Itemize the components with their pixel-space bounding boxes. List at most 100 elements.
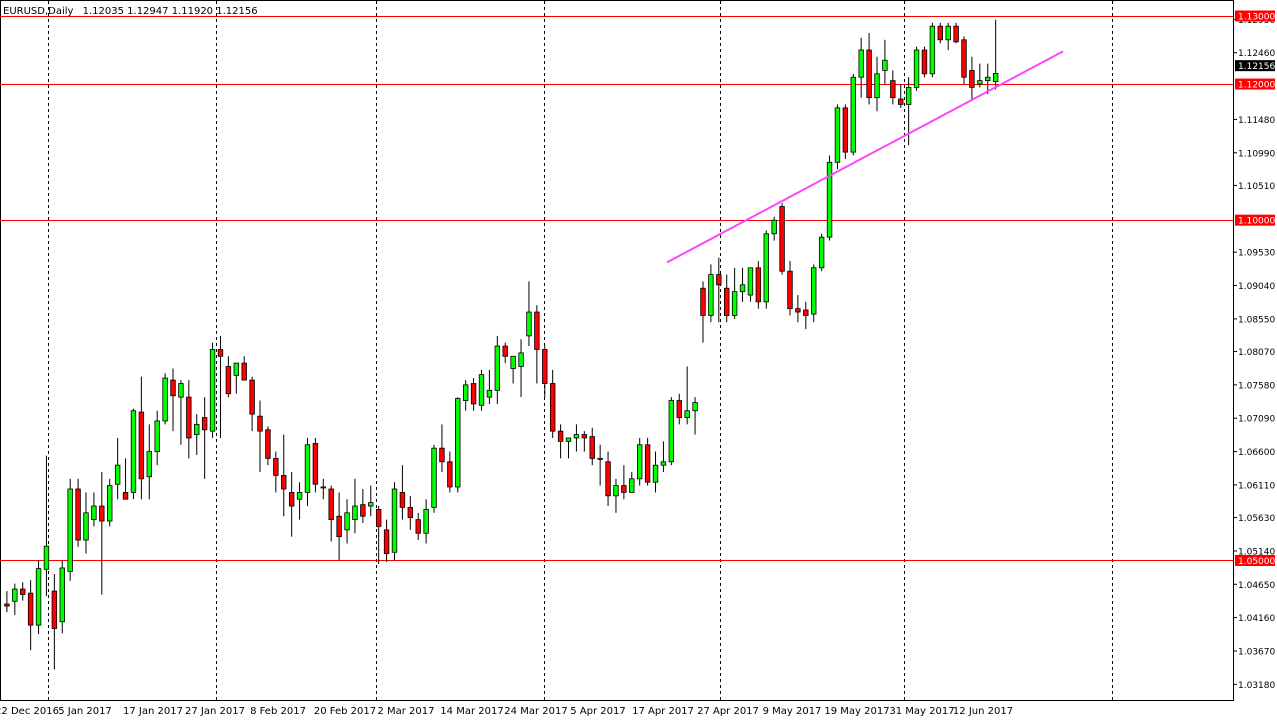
- candle: [739, 267, 746, 302]
- candle-body: [312, 443, 319, 485]
- candle-body: [581, 434, 588, 439]
- candle-body: [961, 39, 967, 78]
- candle: [913, 46, 920, 91]
- candle: [281, 434, 287, 517]
- candle: [51, 574, 58, 670]
- candle-body: [439, 447, 445, 463]
- level-price-label: 1.10000: [1238, 217, 1275, 227]
- time-label: 19 May 2017: [824, 706, 889, 717]
- candle-body: [59, 567, 65, 623]
- price-label: 1.10510: [1238, 182, 1275, 192]
- candle: [700, 281, 706, 343]
- time-label: 24 Mar 2017: [504, 706, 567, 717]
- price-label: 1.12460: [1238, 49, 1275, 59]
- candle-body: [194, 423, 200, 435]
- candle: [431, 444, 437, 513]
- candle-body: [320, 486, 326, 489]
- candle: [241, 356, 247, 381]
- price-label: 1.04160: [1238, 614, 1275, 624]
- candle: [59, 560, 65, 634]
- candle-body: [644, 444, 651, 483]
- time-label: 17 Jan 2017: [123, 706, 183, 717]
- candle-body: [462, 384, 469, 401]
- candle-body: [898, 98, 904, 105]
- candle-body: [731, 291, 738, 316]
- candle: [716, 257, 722, 323]
- candle: [652, 451, 659, 493]
- price-label: 1.03180: [1238, 681, 1275, 691]
- candle-body: [407, 506, 414, 518]
- candle: [803, 301, 809, 330]
- candle-body: [360, 504, 366, 517]
- candle-body: [597, 457, 603, 460]
- trendline-layer: [666, 50, 1064, 264]
- candle-body: [27, 592, 34, 626]
- candle: [114, 437, 121, 500]
- candle-body: [676, 400, 682, 418]
- candle: [391, 482, 398, 561]
- candle-body: [890, 80, 896, 99]
- candle-body: [494, 345, 501, 391]
- candle: [605, 451, 611, 507]
- candle-body: [99, 505, 105, 522]
- candle-body: [83, 512, 89, 541]
- candle: [486, 369, 493, 404]
- candle: [992, 19, 999, 90]
- candle-body: [573, 434, 580, 439]
- time-axis: 22 Dec 2016 5 Jan 2017 17 Jan 2017 27 Jan 2…: [0, 706, 1013, 717]
- candle-body: [296, 492, 303, 500]
- time-label: 27 Jan 2017: [185, 706, 245, 717]
- candle: [304, 437, 311, 507]
- candle: [629, 471, 635, 493]
- price-label: 1.06110: [1238, 481, 1275, 491]
- candle-body: [470, 383, 477, 405]
- candle-body: [281, 474, 287, 490]
- candles: [4, 19, 999, 670]
- candle-body: [304, 444, 311, 493]
- candle-body: [12, 588, 18, 602]
- candle-body: [700, 287, 706, 316]
- candle: [320, 478, 326, 500]
- candle-body: [629, 478, 635, 493]
- candle-body: [985, 76, 991, 82]
- candle: [818, 233, 825, 272]
- candle-body: [273, 457, 279, 476]
- candle-body: [779, 206, 785, 272]
- candle: [273, 451, 279, 493]
- time-label: 17 Apr 2017: [632, 706, 694, 717]
- candle-body: [431, 447, 437, 508]
- candle-body: [621, 485, 627, 493]
- candle-body: [668, 400, 675, 463]
- candle-body: [937, 25, 943, 41]
- candle: [43, 455, 50, 596]
- candle-body: [905, 87, 912, 105]
- candle-body: [391, 488, 398, 553]
- time-label: 20 Feb 2017: [314, 706, 376, 717]
- candle-body: [755, 267, 762, 303]
- candle-body: [241, 362, 247, 381]
- candle-body: [423, 509, 429, 534]
- time-label: 27 Apr 2017: [697, 706, 759, 717]
- candle-body: [502, 345, 508, 357]
- price-label: 1.07580: [1238, 381, 1275, 391]
- level-price-box: [1235, 10, 1275, 22]
- candle-body: [518, 352, 524, 367]
- time-label: 14 Mar 2017: [440, 706, 503, 717]
- candle: [589, 427, 595, 466]
- candle: [755, 260, 762, 309]
- candle: [75, 478, 81, 547]
- candle: [597, 444, 603, 486]
- candle: [35, 560, 42, 634]
- level-price-box: [1235, 214, 1275, 226]
- candle: [4, 591, 10, 613]
- candle: [842, 104, 849, 159]
- candle-body: [75, 488, 81, 541]
- candle-body: [122, 492, 129, 500]
- candle-body: [51, 590, 58, 629]
- candle: [644, 437, 651, 486]
- candle: [660, 441, 667, 472]
- candle-body: [478, 374, 485, 406]
- candle: [170, 368, 176, 432]
- candle-body: [913, 49, 920, 88]
